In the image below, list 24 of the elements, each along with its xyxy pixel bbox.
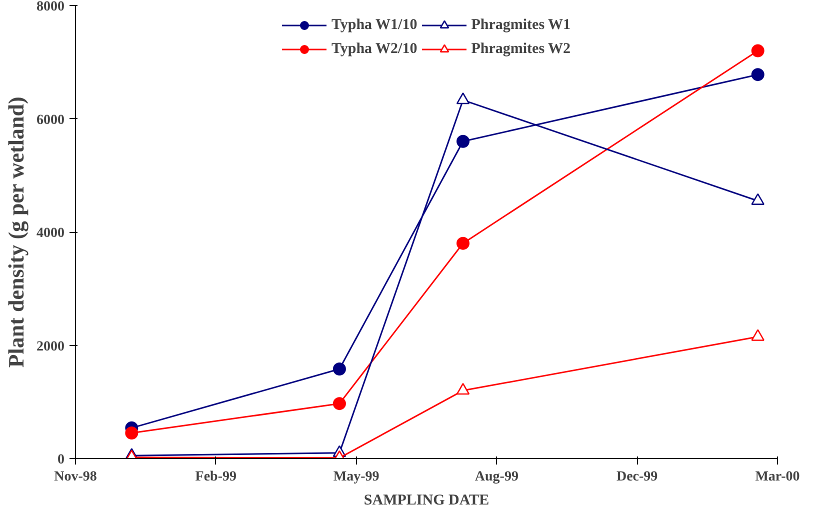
legend-label: Typha W2/10 (331, 40, 418, 58)
x-tick-label: Nov-98 (54, 470, 97, 484)
point (751, 193, 764, 205)
y-tick-label: 6000 (36, 112, 64, 128)
y-axis-title: Plant density (g per wetland) (4, 96, 28, 368)
point (456, 382, 470, 395)
y-tick-label: 4000 (36, 226, 64, 241)
x-axis-title: SAMPLING DATE (364, 492, 490, 508)
x-tick-label: Aug-99 (474, 470, 518, 484)
legend-label: Phragmites W2 (471, 40, 571, 58)
point (456, 236, 470, 250)
y-tick-label: 0 (58, 452, 64, 468)
y-tick-label: 2000 (36, 339, 64, 354)
point (456, 134, 470, 148)
point (751, 329, 764, 341)
point (751, 44, 764, 58)
point (751, 68, 764, 82)
legend-label: Phragmites W1 (471, 16, 571, 34)
y-tick-label: 8000 (36, 0, 64, 14)
x-tick-label: Mar-00 (755, 470, 800, 484)
x-tick-label: Feb-99 (195, 470, 237, 484)
x-tick-label: May-99 (333, 470, 380, 484)
x-tick-label: Dec-99 (616, 470, 658, 484)
legend-label: Typha W1/10 (331, 16, 418, 34)
